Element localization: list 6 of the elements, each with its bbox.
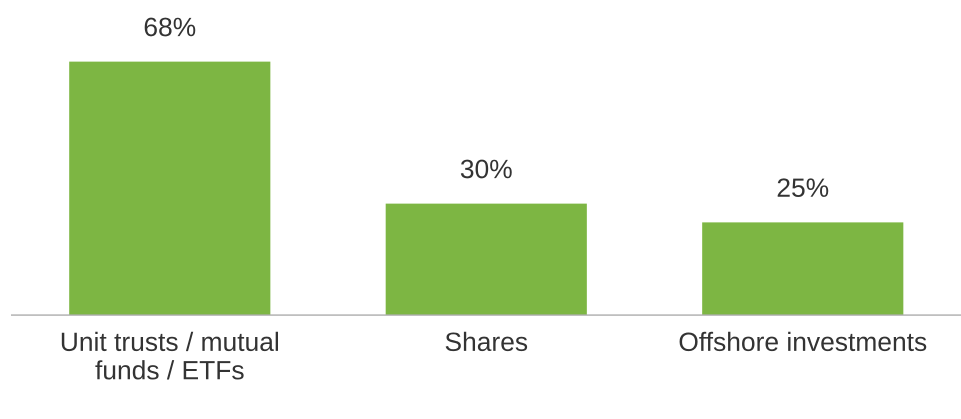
data-label: 25% bbox=[778, 178, 828, 198]
x-tick-label: Shares bbox=[446, 332, 528, 352]
data-label: 68% bbox=[144, 18, 196, 36]
data-label: 30% bbox=[460, 160, 512, 178]
x-tick-label: Unit trusts / mutual funds / ETFs bbox=[62, 332, 278, 380]
x-tick-label: Offshore investments bbox=[680, 332, 926, 352]
